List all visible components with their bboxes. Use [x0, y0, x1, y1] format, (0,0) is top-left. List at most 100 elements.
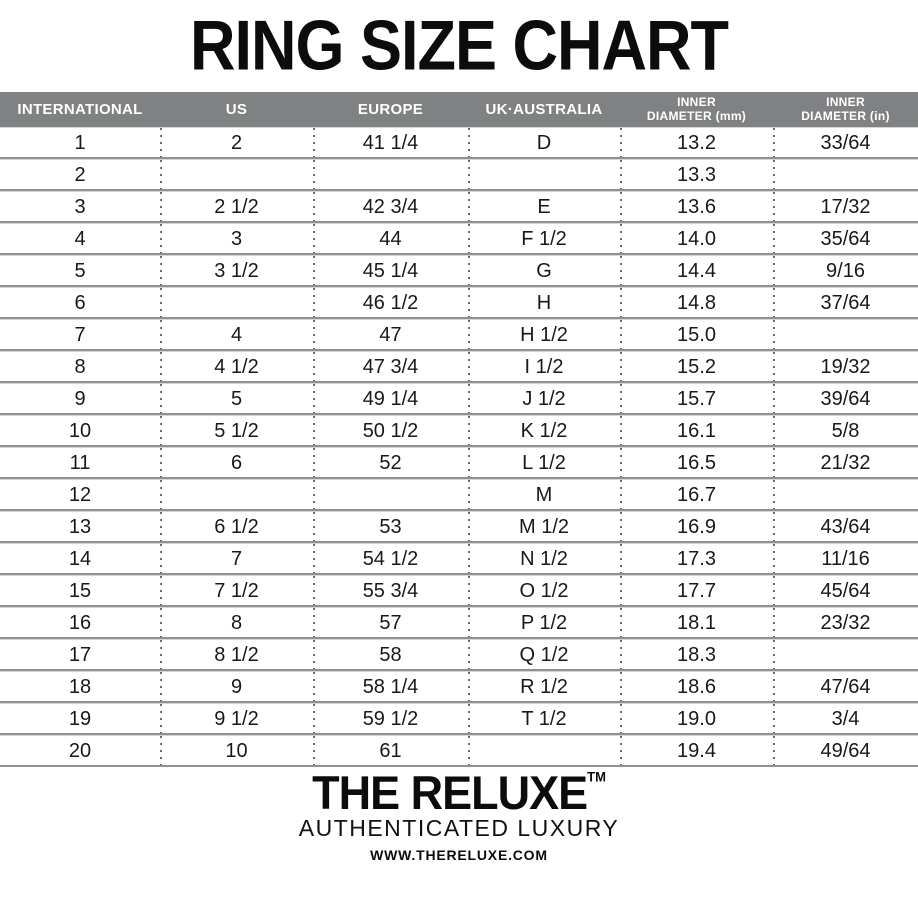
cell-inner-diameter-in: 17/32: [773, 191, 918, 223]
cell-us: [160, 287, 313, 319]
cell-international: 2: [0, 159, 160, 191]
cell-international: 4: [0, 223, 160, 255]
cell-us: 6: [160, 447, 313, 479]
cell-us: 5 1/2: [160, 415, 313, 447]
cell-us: 10: [160, 735, 313, 767]
table-row: 14 7 54 1/2 N 1/2 17.3 11/16: [0, 543, 918, 575]
cell-europe: [313, 159, 468, 191]
cell-inner-diameter-in: 33/64: [773, 127, 918, 159]
cell-international: 19: [0, 703, 160, 735]
size-table-body: 1 2 41 1/4 D 13.2 33/64 2 13.3 3 2 1/2 4…: [0, 127, 918, 767]
cell-inner-diameter-mm: 13.6: [620, 191, 773, 223]
page-title-wrap: RING SIZE CHART: [0, 0, 918, 92]
table-row: 2 13.3: [0, 159, 918, 191]
cell-inner-diameter-mm: 15.2: [620, 351, 773, 383]
cell-us: 4: [160, 319, 313, 351]
cell-uk-australia: H 1/2: [468, 319, 620, 351]
cell-uk-australia: H: [468, 287, 620, 319]
cell-international: 12: [0, 479, 160, 511]
cell-us: 3 1/2: [160, 255, 313, 287]
cell-inner-diameter-in: 35/64: [773, 223, 918, 255]
cell-us: 8 1/2: [160, 639, 313, 671]
cell-inner-diameter-mm: 18.1: [620, 607, 773, 639]
website-url: WWW.THERELUXE.COM: [370, 847, 548, 864]
table-row: 4 3 44 F 1/2 14.0 35/64: [0, 223, 918, 255]
cell-uk-australia: L 1/2: [468, 447, 620, 479]
cell-us: 7 1/2: [160, 575, 313, 607]
table-row: 8 4 1/2 47 3/4 I 1/2 15.2 19/32: [0, 351, 918, 383]
brand-footer: THE RELUXETM AUTHENTICATED LUXURY WWW.TH…: [0, 767, 918, 863]
cell-uk-australia: E: [468, 191, 620, 223]
cell-inner-diameter-mm: 17.7: [620, 575, 773, 607]
cell-us: 7: [160, 543, 313, 575]
cell-us: [160, 159, 313, 191]
table-row: 15 7 1/2 55 3/4 O 1/2 17.7 45/64: [0, 575, 918, 607]
cell-inner-diameter-in: 39/64: [773, 383, 918, 415]
cell-uk-australia: K 1/2: [468, 415, 620, 447]
table-row: 17 8 1/2 58 Q 1/2 18.3: [0, 639, 918, 671]
cell-international: 13: [0, 511, 160, 543]
cell-uk-australia: D: [468, 127, 620, 159]
column-header-inner-diameter-mm: INNER DIAMETER (mm): [620, 92, 773, 127]
cell-inner-diameter-mm: 18.6: [620, 671, 773, 703]
cell-international: 11: [0, 447, 160, 479]
cell-inner-diameter-in: 3/4: [773, 703, 918, 735]
cell-international: 8: [0, 351, 160, 383]
cell-inner-diameter-mm: 16.7: [620, 479, 773, 511]
cell-uk-australia: M: [468, 479, 620, 511]
cell-international: 14: [0, 543, 160, 575]
cell-europe: 47 3/4: [313, 351, 468, 383]
cell-us: 9: [160, 671, 313, 703]
table-row: 16 8 57 P 1/2 18.1 23/32: [0, 607, 918, 639]
cell-europe: 52: [313, 447, 468, 479]
cell-europe: 44: [313, 223, 468, 255]
cell-uk-australia: J 1/2: [468, 383, 620, 415]
cell-inner-diameter-in: [773, 639, 918, 671]
cell-inner-diameter-in: 9/16: [773, 255, 918, 287]
cell-europe: 58 1/4: [313, 671, 468, 703]
cell-inner-diameter-mm: 16.5: [620, 447, 773, 479]
cell-inner-diameter-in: 49/64: [773, 735, 918, 767]
brand-tagline: AUTHENTICATED LUXURY: [298, 815, 620, 841]
cell-inner-diameter-mm: 19.0: [620, 703, 773, 735]
column-header-us: US: [160, 92, 313, 127]
cell-inner-diameter-mm: 16.9: [620, 511, 773, 543]
cell-europe: 61: [313, 735, 468, 767]
cell-us: 5: [160, 383, 313, 415]
cell-us: 9 1/2: [160, 703, 313, 735]
cell-international: 20: [0, 735, 160, 767]
cell-inner-diameter-mm: 19.4: [620, 735, 773, 767]
cell-uk-australia: M 1/2: [468, 511, 620, 543]
cell-international: 1: [0, 127, 160, 159]
table-row: 9 5 49 1/4 J 1/2 15.7 39/64: [0, 383, 918, 415]
cell-inner-diameter-mm: 13.3: [620, 159, 773, 191]
cell-international: 9: [0, 383, 160, 415]
cell-europe: 49 1/4: [313, 383, 468, 415]
cell-europe: 50 1/2: [313, 415, 468, 447]
cell-europe: 58: [313, 639, 468, 671]
cell-inner-diameter-mm: 18.3: [620, 639, 773, 671]
cell-inner-diameter-in: 23/32: [773, 607, 918, 639]
cell-inner-diameter-mm: 14.4: [620, 255, 773, 287]
column-header-uk-australia: UK·AUSTRALIA: [468, 92, 620, 127]
ring-size-table: INTERNATIONAL US EUROPE UK·AUSTRALIA INN…: [0, 92, 918, 767]
table-row: 11 6 52 L 1/2 16.5 21/32: [0, 447, 918, 479]
cell-europe: 47: [313, 319, 468, 351]
cell-us: 8: [160, 607, 313, 639]
cell-inner-diameter-in: 21/32: [773, 447, 918, 479]
cell-international: 15: [0, 575, 160, 607]
column-header-europe: EUROPE: [313, 92, 468, 127]
cell-inner-diameter-in: 43/64: [773, 511, 918, 543]
cell-uk-australia: R 1/2: [468, 671, 620, 703]
cell-uk-australia: G: [468, 255, 620, 287]
cell-inner-diameter-mm: 16.1: [620, 415, 773, 447]
cell-inner-diameter-in: 37/64: [773, 287, 918, 319]
cell-inner-diameter-in: 5/8: [773, 415, 918, 447]
cell-europe: 55 3/4: [313, 575, 468, 607]
cell-international: 16: [0, 607, 160, 639]
cell-inner-diameter-in: 19/32: [773, 351, 918, 383]
cell-inner-diameter-in: 11/16: [773, 543, 918, 575]
cell-international: 7: [0, 319, 160, 351]
table-row: 12 M 16.7: [0, 479, 918, 511]
cell-uk-australia: [468, 735, 620, 767]
